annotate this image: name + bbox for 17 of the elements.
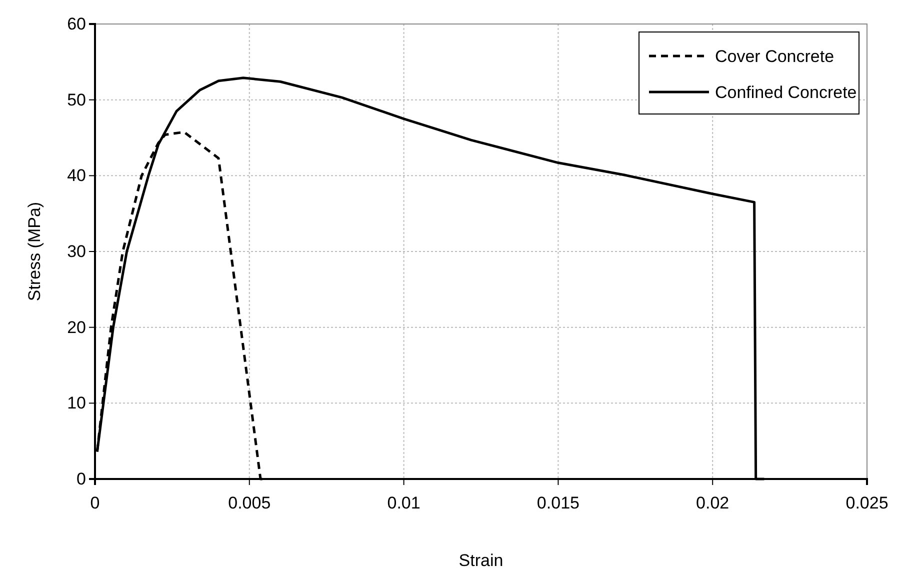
legend-label: Cover Concrete bbox=[715, 47, 834, 66]
x-tick-label: 0.005 bbox=[228, 493, 271, 512]
x-tick-label: 0.02 bbox=[696, 493, 730, 512]
y-axis-title: Stress (MPa) bbox=[25, 202, 44, 302]
y-tick-label: 20 bbox=[67, 318, 86, 337]
y-tick-label: 30 bbox=[67, 242, 86, 261]
x-tick-label: 0.025 bbox=[846, 493, 888, 512]
x-tick-label: 0 bbox=[90, 493, 100, 512]
y-tick-label: 60 bbox=[67, 14, 86, 34]
x-axis-title: Strain bbox=[458, 551, 504, 570]
y-tick-label: 0 bbox=[76, 469, 86, 488]
y-tick-label: 40 bbox=[67, 166, 86, 186]
y-tick-label: 50 bbox=[67, 90, 86, 110]
x-tick-label: 0.015 bbox=[536, 493, 580, 512]
x-tick-label: 0.01 bbox=[387, 493, 420, 512]
legend-label: Confined Concrete bbox=[715, 83, 857, 102]
y-tick-label: 10 bbox=[67, 394, 86, 413]
